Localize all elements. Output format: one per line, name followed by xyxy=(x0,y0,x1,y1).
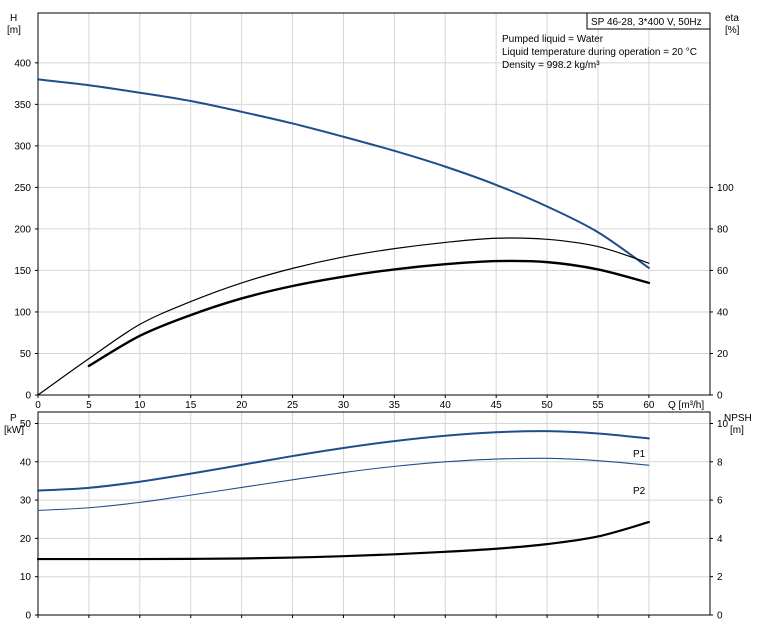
bottom-panel-frame xyxy=(37,411,711,616)
x-axis-label: Q [m³/h] xyxy=(668,400,704,411)
series-p2-curve xyxy=(37,457,650,511)
bottom-left-y-tick-label: 0 xyxy=(25,611,31,622)
x-tick-label: 20 xyxy=(236,400,248,411)
bottom-series-2-curve xyxy=(36,521,651,561)
x-tick-label: 5 xyxy=(86,400,92,411)
top-panel-ticks: 0 5 10 15 20 25 30 35 40 45 50 55 600501001502002503… xyxy=(14,58,734,411)
top-series-2-curve xyxy=(87,259,651,368)
top-right-y-tick-label: 100 xyxy=(717,183,734,194)
bottom-right-axis-label-line2: [m] xyxy=(730,425,744,436)
top-left-axis-label-line1: H xyxy=(10,13,17,24)
top-left-y-tick-label: 150 xyxy=(14,266,31,277)
top-right-axis-label-line1: eta xyxy=(725,13,739,24)
bottom-right-y-tick-label: 8 xyxy=(717,457,723,468)
x-tick-label: 25 xyxy=(287,400,299,411)
info-title: SP 46-28, 3*400 V, 50Hz xyxy=(591,17,702,28)
top-left-y-tick-label: 50 xyxy=(20,349,32,360)
top-left-y-tick-label: 100 xyxy=(14,307,31,318)
top-left-y-tick-label: 0 xyxy=(25,391,31,402)
top-right-y-tick-label: 80 xyxy=(717,224,729,235)
bottom-left-y-tick-label: 50 xyxy=(20,419,32,430)
bottom-right-y-tick-label: 0 xyxy=(717,611,723,622)
top-panel-series xyxy=(37,78,651,396)
x-tick-label: 40 xyxy=(440,400,452,411)
x-tick-label: 0 xyxy=(35,400,41,411)
bottom-panel-ticks: 0 10 20 30 40 50 0 2 4 6 8 10 xyxy=(20,419,729,622)
x-tick-label: 30 xyxy=(338,400,350,411)
series-p1-curve xyxy=(37,430,650,492)
x-tick-label: 60 xyxy=(643,400,655,411)
top-panel-grid xyxy=(38,13,710,395)
bottom-left-y-tick-label: 10 xyxy=(20,572,32,583)
top-left-y-tick-label: 300 xyxy=(14,141,31,152)
bottom-right-y-tick-label: 2 xyxy=(717,572,723,583)
top-right-y-tick-label: 20 xyxy=(717,349,729,360)
top-right-axis-label-line2: [%] xyxy=(725,25,740,36)
series-label-p2: P2 xyxy=(633,486,646,497)
bottom-panel-series xyxy=(36,430,651,561)
x-tick-label: 10 xyxy=(134,400,146,411)
top-left-y-tick-label: 200 xyxy=(14,224,31,235)
top-panel-frame xyxy=(37,12,711,396)
bottom-right-y-tick-label: 6 xyxy=(717,496,723,507)
top-series-0-curve xyxy=(37,78,650,269)
x-tick-label: 45 xyxy=(491,400,503,411)
bottom-panel-grid xyxy=(38,412,710,615)
top-right-y-tick-label: 60 xyxy=(717,266,729,277)
bottom-left-y-tick-label: 40 xyxy=(20,457,32,468)
bottom-right-y-tick-label: 4 xyxy=(717,534,723,545)
x-tick-label: 55 xyxy=(592,400,604,411)
bottom-right-y-tick-label: 10 xyxy=(717,419,729,430)
x-tick-label: 50 xyxy=(542,400,554,411)
top-left-axis-label-line2: [m] xyxy=(7,25,21,36)
top-left-y-tick-label: 350 xyxy=(14,100,31,111)
bottom-left-y-tick-label: 20 xyxy=(20,534,32,545)
bottom-right-axis-label-line1: NPSH xyxy=(724,413,752,424)
info-line-temperature: Liquid temperature during operation = 20… xyxy=(502,47,697,58)
top-series-1-curve xyxy=(37,237,650,396)
bottom-left-axis-label-line1: P xyxy=(10,413,17,424)
x-tick-label: 35 xyxy=(389,400,401,411)
bottom-left-y-tick-label: 30 xyxy=(20,496,32,507)
top-left-y-tick-label: 400 xyxy=(14,58,31,69)
info-line-density: Density = 998.2 kg/m³ xyxy=(502,60,600,71)
series-label-p1: P1 xyxy=(633,449,646,460)
top-right-y-tick-label: 0 xyxy=(717,391,723,402)
x-tick-label: 15 xyxy=(185,400,197,411)
bottom-left-axis-label-line2: [kW] xyxy=(4,425,24,436)
top-left-y-tick-label: 250 xyxy=(14,183,31,194)
top-right-y-tick-label: 40 xyxy=(717,307,729,318)
info-title-box xyxy=(586,12,711,30)
info-line-liquid: Pumped liquid = Water xyxy=(502,34,604,45)
